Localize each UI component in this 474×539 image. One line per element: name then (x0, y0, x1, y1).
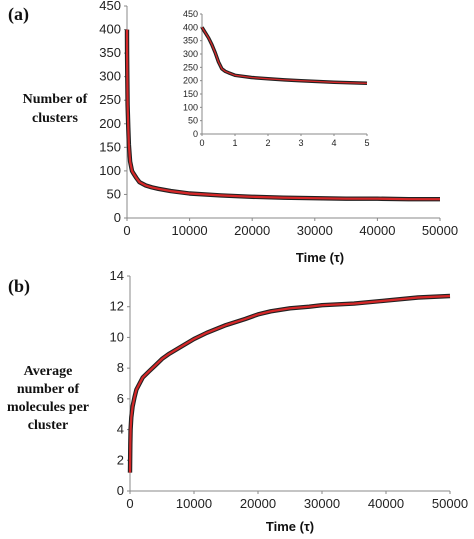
panel-a-series-line-outline (124, 29, 440, 202)
panel-b-xlabel: Time (τ) (266, 519, 314, 534)
panel-a-ytick-label: 400 (99, 22, 121, 37)
panel-b-ytick-label: 10 (110, 329, 124, 344)
inset-ytick-label: 0 (193, 129, 198, 139)
panel-a-ytick-label: 100 (99, 163, 121, 178)
panel-b-ylabel-line-2: number of (17, 382, 80, 397)
panel-a-xtick-label: 0 (123, 223, 130, 238)
panel-b-xtick-label: 50000 (432, 496, 468, 511)
panel-b-xtick-label: 20000 (240, 496, 276, 511)
panel-a-ytick-label: 200 (99, 116, 121, 131)
inset-series-line (201, 26, 368, 84)
panel-b-ytick-label: 8 (117, 360, 124, 375)
inset-xtick-label: 3 (298, 138, 303, 148)
panel-b-ylabel-line-3: molecules per (7, 400, 89, 415)
panel-b-ytick-label: 0 (117, 483, 124, 498)
panel-a-inset: 0 50 100 150 200 250 300 350 400 450 0 1 2 3 4 5 (183, 9, 370, 148)
panel-a-xtick-label: 20000 (234, 223, 270, 238)
panel-b-ylabel-line-4: cluster (28, 418, 68, 433)
inset-ytick-label: 300 (183, 49, 198, 59)
panel-b-chart: (b) Average number of molecules per clus… (7, 268, 468, 534)
panel-b-ytick-label: 14 (110, 268, 124, 283)
inset-ytick-label: 350 (183, 36, 198, 46)
panel-b-ytick-label: 6 (117, 391, 124, 406)
inset-ytick-label: 250 (183, 62, 198, 72)
inset-ytick-label: 450 (183, 9, 198, 19)
inset-ytick-label: 50 (188, 116, 198, 126)
panel-a-xtick-label: 40000 (359, 223, 395, 238)
panel-b-xtick-label: 0 (126, 496, 133, 511)
panel-a-xtick-label: 30000 (297, 223, 333, 238)
panel-a-xtick-label: 10000 (172, 223, 208, 238)
panel-b-ylabel-line-1: Average (24, 364, 73, 379)
panel-a-ytick-label: 250 (99, 92, 121, 107)
panel-a-ylabel-line-1: Number of (23, 92, 88, 107)
panel-b-ytick-label: 12 (110, 299, 124, 314)
inset-xtick-label: 1 (232, 138, 237, 148)
inset-ytick-label: 400 (183, 22, 198, 32)
panel-a-ytick-label: 450 (99, 0, 121, 13)
panel-b-xtick-label: 30000 (304, 496, 340, 511)
inset-ytick-label: 100 (183, 102, 198, 112)
panel-a-ytick-label: 50 (107, 186, 121, 201)
panel-a-chart: (a) Number of clusters Time (τ) 05010015… (8, 0, 458, 265)
panel-a-ytick-label: 150 (99, 139, 121, 154)
inset-ytick-label: 150 (183, 89, 198, 99)
panel-a-ytick-label: 300 (99, 69, 121, 84)
inset-ytick-label: 200 (183, 76, 198, 86)
panel-b-series-line (128, 294, 451, 473)
inset-xtick-label: 0 (199, 138, 204, 148)
panel-a-xtick-label: 50000 (422, 223, 458, 238)
panel-b-label: (b) (8, 276, 30, 297)
panel-b-xtick-label: 10000 (176, 496, 212, 511)
panel-b-xtick-label: 40000 (368, 496, 404, 511)
inset-xtick-label: 4 (331, 138, 336, 148)
panel-b-series-line-outline (127, 293, 451, 473)
panel-a-ytick-label: 350 (99, 45, 121, 60)
panel-a-xlabel: Time (τ) (296, 250, 344, 265)
panel-b-ytick-label: 2 (117, 452, 124, 467)
inset-xtick-label: 2 (265, 138, 270, 148)
panel-a-ylabel-line-2: clusters (32, 111, 78, 126)
panel-a-label: (a) (8, 4, 29, 25)
panel-b-ytick-label: 4 (117, 422, 124, 437)
inset-series-line-outline (200, 26, 368, 86)
inset-xtick-label: 5 (364, 138, 369, 148)
panel-a-ytick-label: 0 (114, 210, 121, 225)
panel-a-series-line (125, 29, 440, 201)
